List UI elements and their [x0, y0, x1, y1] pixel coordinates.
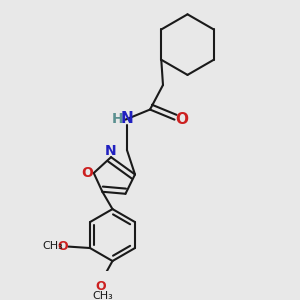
- Text: O: O: [58, 239, 68, 253]
- Text: N: N: [105, 144, 117, 158]
- Text: N: N: [121, 111, 133, 126]
- Text: CH₃: CH₃: [42, 241, 63, 251]
- Text: H: H: [112, 112, 123, 126]
- Text: O: O: [82, 166, 93, 180]
- Text: O: O: [176, 112, 188, 127]
- Text: CH₃: CH₃: [92, 291, 113, 300]
- Text: O: O: [96, 280, 106, 293]
